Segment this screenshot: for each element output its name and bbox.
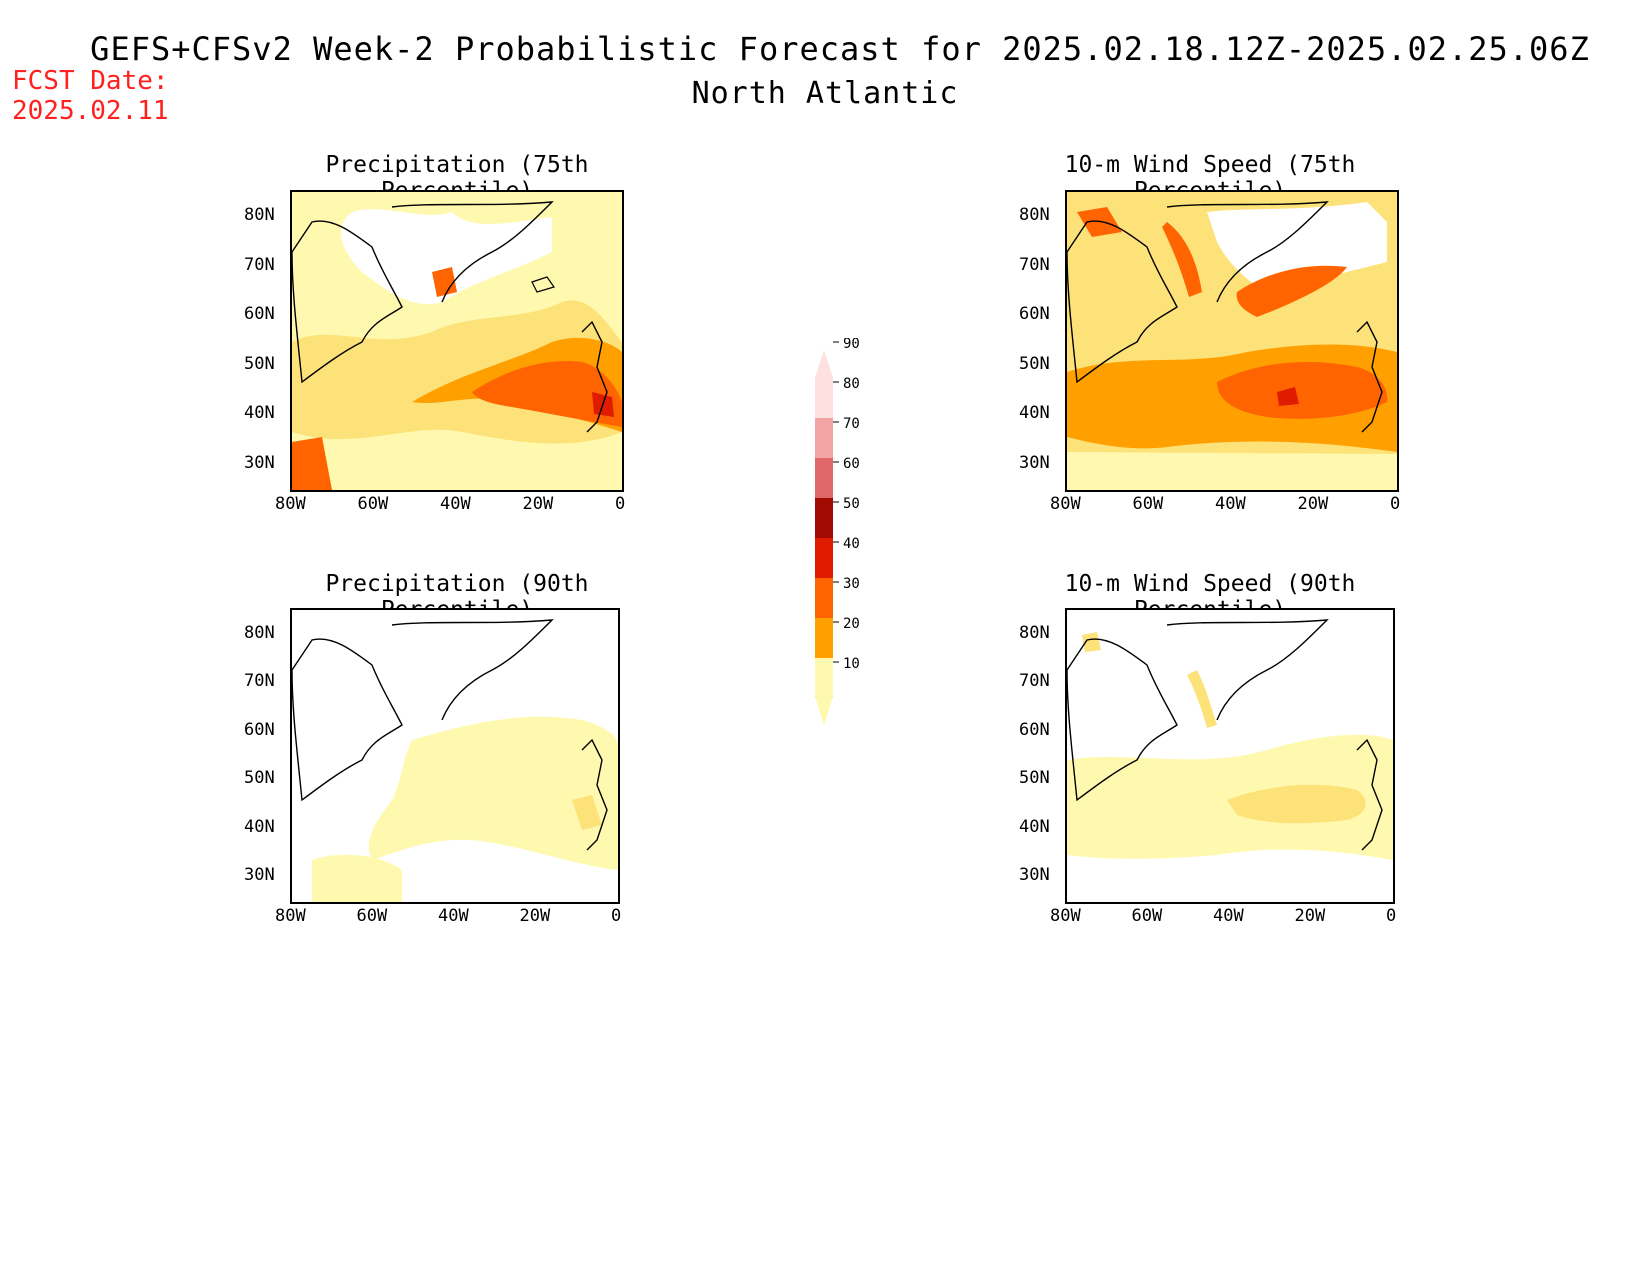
lon-tick-label: 60W	[357, 494, 389, 514]
lon-tick-label: 80W	[1050, 906, 1081, 926]
colorbar-segment	[815, 618, 833, 658]
lat-tick-label: 60N	[244, 719, 275, 740]
colorbar-segment	[815, 378, 833, 418]
region-subtitle: North Atlantic	[691, 76, 959, 111]
colorbar-tick-label: 60	[843, 456, 860, 472]
lon-tick-label: 40W	[1213, 906, 1244, 926]
lat-tick-label: 80N	[244, 622, 275, 643]
lat-tick-label: 40N	[1019, 816, 1050, 837]
colorbar-segment	[815, 538, 833, 578]
lat-tick-label: 40N	[244, 403, 275, 424]
lat-tick-label: 30N	[1019, 865, 1050, 886]
lat-tick-label: 50N	[244, 353, 275, 374]
lat-tick-label: 30N	[1019, 452, 1050, 473]
lat-tick-label: 50N	[1019, 768, 1050, 789]
colorbar-segment	[815, 578, 833, 618]
map-wind75	[1065, 190, 1399, 492]
lat-tick-label: 70N	[244, 254, 275, 275]
colorbar-tick-label: 70	[843, 416, 860, 432]
lon-tick-label: 60W	[1132, 494, 1164, 514]
map-precip75	[290, 190, 624, 492]
colorbar-top-cap	[815, 350, 833, 378]
colorbar-tick-label: 80	[843, 376, 860, 392]
lat-tick-label: 40N	[244, 816, 275, 837]
lat-tick-label: 80N	[1019, 205, 1050, 226]
colorbar-tick-label: 20	[843, 616, 860, 632]
lon-tick-label: 0	[1386, 906, 1397, 926]
lon-tick-label: 0	[615, 494, 626, 514]
lat-tick-label: 30N	[244, 452, 275, 473]
lat-tick-label: 60N	[1019, 304, 1050, 325]
lat-tick-label: 80N	[244, 205, 275, 226]
lat-tick-label: 60N	[1019, 719, 1050, 740]
lon-tick-label: 80W	[275, 494, 306, 514]
colorbar-tick-label: 10	[843, 656, 860, 672]
lon-tick-label: 20W	[1297, 494, 1329, 514]
colorbar-bottom-cap	[815, 658, 833, 726]
fcst-date-value: 2025.02.11	[12, 96, 169, 126]
lat-tick-label: 50N	[1019, 353, 1050, 374]
lon-tick-label: 0	[1390, 494, 1401, 514]
colorbar-segment	[815, 418, 833, 458]
lat-tick-label: 70N	[1019, 254, 1050, 275]
lon-tick-label: 20W	[522, 494, 554, 514]
colorbar-tick-label: 50	[843, 496, 860, 512]
lat-tick-label: 60N	[244, 304, 275, 325]
colorbar: 10 20 30 40 50 60 70 80 90	[815, 338, 860, 726]
colorbar-segment	[815, 498, 833, 538]
map-precip90	[290, 608, 620, 904]
main-title: GEFS+CFSv2 Week-2 Probabilistic Forecast…	[90, 30, 1590, 68]
lat-tick-label: 80N	[1019, 622, 1050, 643]
lon-tick-label: 60W	[356, 906, 388, 926]
colorbar-segment	[815, 458, 833, 498]
lat-tick-label: 70N	[1019, 671, 1050, 692]
lon-tick-label: 20W	[1294, 906, 1326, 926]
colorbar-tick-label: 40	[843, 536, 860, 552]
lat-tick-label: 40N	[1019, 403, 1050, 424]
lon-tick-label: 60W	[1131, 906, 1163, 926]
lon-tick-label: 40W	[438, 906, 469, 926]
fcst-date-label: FCST Date:	[12, 66, 169, 96]
lat-tick-label: 70N	[244, 671, 275, 692]
lon-tick-label: 0	[611, 906, 622, 926]
lon-tick-label: 20W	[519, 906, 551, 926]
lat-tick-label: 50N	[244, 768, 275, 789]
lon-tick-label: 80W	[275, 906, 306, 926]
lon-tick-label: 40W	[1215, 494, 1246, 514]
lon-tick-label: 80W	[1050, 494, 1081, 514]
lon-tick-label: 40W	[440, 494, 471, 514]
colorbar-tick-label: 90	[843, 338, 860, 352]
map-wind90	[1065, 608, 1395, 904]
colorbar-tick-label: 30	[843, 576, 860, 592]
lat-tick-label: 30N	[244, 865, 275, 886]
